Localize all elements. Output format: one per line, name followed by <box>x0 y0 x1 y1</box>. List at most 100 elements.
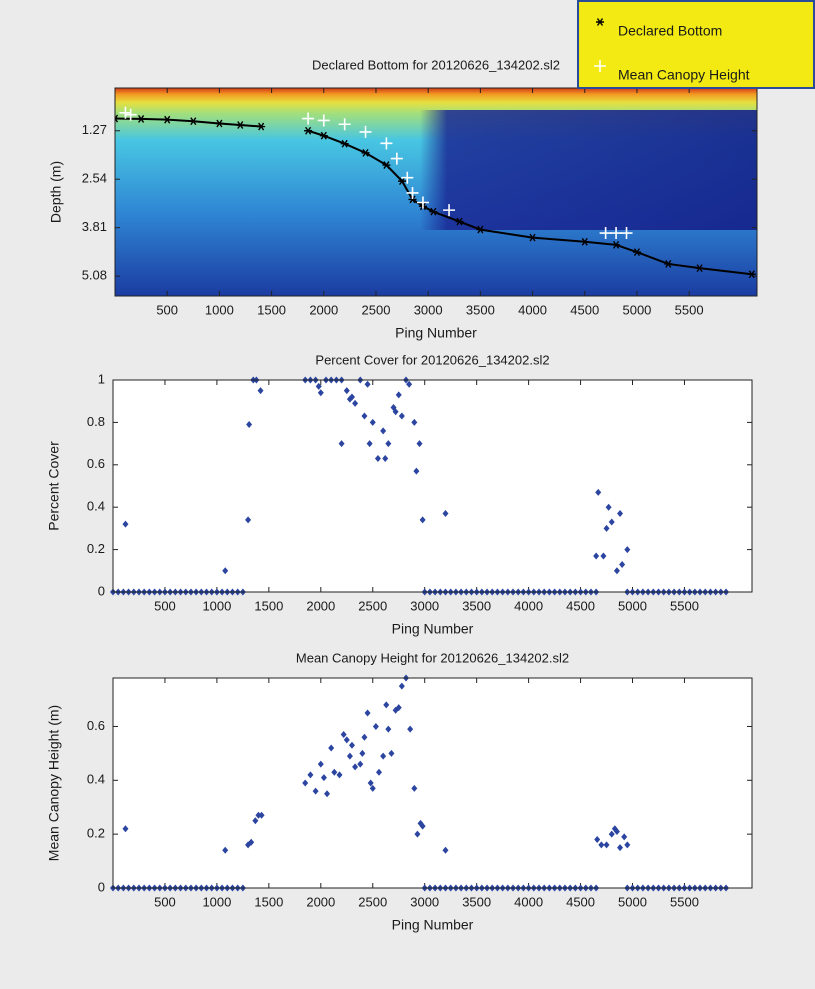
x-tick-label: 3500 <box>466 302 495 317</box>
marker <box>348 393 355 401</box>
x-tick-label: 1000 <box>202 598 231 613</box>
x-tick-label: 3000 <box>414 302 443 317</box>
marker <box>343 387 350 395</box>
y-tick-label: 0.6 <box>87 718 105 733</box>
marker <box>613 827 620 835</box>
marker <box>119 106 132 119</box>
marker <box>419 516 426 524</box>
marker <box>257 387 264 395</box>
marker <box>380 427 387 435</box>
x-tick-label: 2500 <box>358 598 387 613</box>
marker <box>124 108 137 121</box>
y-axis-label: Percent Cover <box>46 441 62 531</box>
marker <box>608 518 615 526</box>
x-tick-label: 2500 <box>358 894 387 909</box>
marker <box>407 725 414 733</box>
marker <box>336 771 343 779</box>
marker <box>442 510 449 518</box>
marker <box>340 139 349 148</box>
x-tick-label: 1500 <box>254 598 283 613</box>
marker <box>398 177 407 186</box>
y-tick-label: 0 <box>98 879 105 894</box>
x-tick-label: 500 <box>154 894 176 909</box>
marker <box>115 114 119 123</box>
marker <box>352 399 359 407</box>
marker <box>406 186 419 199</box>
marker <box>307 771 314 779</box>
plot: Mean Canopy Height for 20120626_134202.s… <box>46 650 753 933</box>
x-axis-label: Ping Number <box>392 917 474 933</box>
marker <box>528 233 537 242</box>
marker <box>392 408 399 416</box>
marker <box>603 524 610 532</box>
marker <box>258 811 265 819</box>
marker <box>408 195 417 204</box>
marker <box>411 784 418 792</box>
marker <box>315 382 322 390</box>
x-tick-label: 2000 <box>306 894 335 909</box>
x-tick-label: 1500 <box>254 894 283 909</box>
marker <box>442 846 449 854</box>
marker <box>367 779 374 787</box>
marker <box>361 412 368 420</box>
marker <box>413 467 420 475</box>
x-tick-label: 5000 <box>622 302 651 317</box>
marker <box>411 418 418 426</box>
legend-label: Mean Canopy Height <box>618 67 750 83</box>
marker <box>364 380 371 388</box>
marker <box>302 112 315 125</box>
marker <box>312 787 319 795</box>
marker <box>369 418 376 426</box>
y-axis-label: Mean Canopy Height (m) <box>46 705 62 861</box>
marker <box>695 264 704 273</box>
x-tick-label: 3000 <box>410 598 439 613</box>
plot: Percent Cover for 20120626_134202.sl2 Pin… <box>46 352 753 637</box>
y-axis-label: Depth (m) <box>48 161 64 223</box>
y-tick-label: 5.08 <box>82 268 107 283</box>
plot-area <box>113 380 752 592</box>
marker <box>593 552 600 560</box>
y-tick-label: 1.27 <box>82 122 107 137</box>
x-tick-label: 5000 <box>618 598 647 613</box>
marker <box>246 421 253 429</box>
marker <box>304 126 313 135</box>
x-tick-label: 500 <box>154 598 176 613</box>
marker <box>621 833 628 841</box>
legend-label: Declared Bottom <box>618 23 722 39</box>
marker <box>374 454 381 462</box>
x-tick-label: 1000 <box>205 302 234 317</box>
x-tick-label: 4000 <box>514 598 543 613</box>
axes-frame <box>112 379 753 593</box>
marker <box>248 838 255 846</box>
marker <box>398 412 405 420</box>
y-tick-label: 1 <box>98 371 105 386</box>
echogram-shade <box>420 110 757 230</box>
x-tick-label: 5500 <box>670 894 699 909</box>
marker <box>359 125 372 138</box>
marker <box>257 122 266 131</box>
marker <box>598 841 605 849</box>
marker <box>382 161 391 170</box>
chart-title: Declared Bottom for 20120626_134202.sl2 <box>312 57 560 72</box>
x-tick-label: 4000 <box>518 302 547 317</box>
marker <box>380 752 387 760</box>
marker <box>595 488 602 496</box>
plot-area <box>113 678 752 888</box>
echogram <box>115 88 757 296</box>
x-tick-label: 4500 <box>570 302 599 317</box>
marker <box>395 391 402 399</box>
legend: Declared Bottom Mean Canopy Height <box>577 0 815 89</box>
marker <box>385 725 392 733</box>
marker <box>245 516 252 524</box>
marker <box>302 779 309 787</box>
marker <box>398 682 405 690</box>
marker <box>340 731 347 739</box>
marker <box>664 260 673 268</box>
marker <box>236 121 245 129</box>
legend-box <box>577 0 815 89</box>
marker <box>406 380 413 388</box>
marker <box>317 114 330 127</box>
x-tick-label: 5500 <box>675 302 704 317</box>
axes-frame <box>112 677 753 889</box>
axes-frame <box>114 87 758 297</box>
